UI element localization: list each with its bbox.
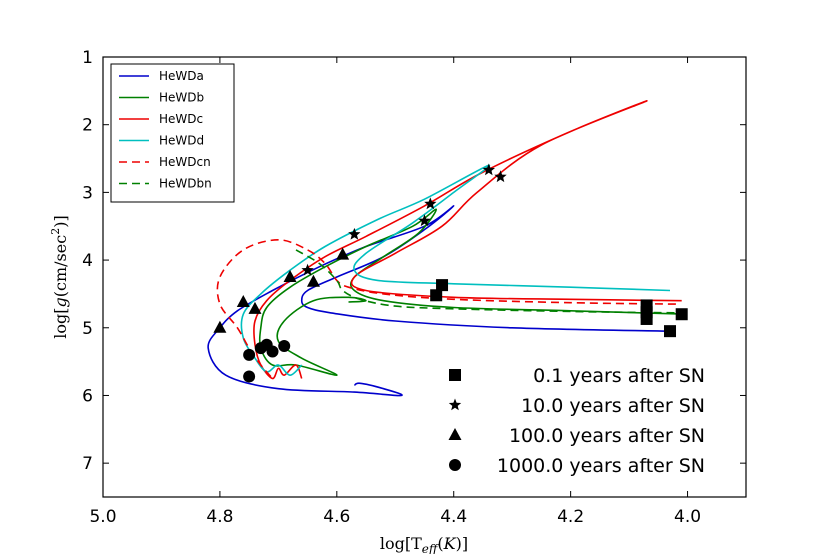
series-line-hewdc — [253, 100, 682, 380]
x-tick-label: 4.8 — [206, 507, 233, 527]
y-tick-label: 7 — [82, 454, 93, 474]
plot-frame — [102, 56, 747, 498]
legend-label: HeWDcn — [159, 155, 211, 169]
series-line-hewdbn — [295, 249, 688, 314]
square-marker — [640, 299, 653, 312]
circle-marker — [254, 342, 267, 355]
triangle-marker — [336, 247, 350, 260]
star-marker — [424, 197, 437, 210]
y-tick-label: 3 — [82, 183, 93, 203]
annotation-star-label: 10.0 years after SN — [521, 395, 705, 417]
triangle-marker — [306, 274, 320, 287]
square-marker — [436, 279, 449, 292]
x-axis-label: log[Teff(K)] — [380, 534, 468, 554]
triangle-marker — [283, 270, 297, 282]
annotation-circle-symbol — [449, 459, 461, 471]
star-marker — [418, 214, 431, 227]
legend-label: HeWDd — [159, 134, 204, 148]
marker-annotations: 0.1 years after SN 10.0 years after SN 100… — [448, 365, 705, 477]
marker-layer — [213, 163, 688, 383]
x-tick-label: 4.4 — [440, 507, 467, 527]
axis-ticks: 5.0 4.8 4.6 4.4 4.2 4.0 1 2 3 4 5 6 7 — [82, 48, 746, 527]
y-tick-label: 1 — [82, 48, 93, 68]
square-marker — [664, 325, 677, 338]
annotation-circle-label: 1000.0 years after SN — [497, 455, 705, 477]
annotation-square-symbol — [449, 369, 461, 381]
x-tick-label: 4.6 — [323, 507, 350, 527]
legend-label: HeWDb — [159, 91, 204, 105]
legend: HeWDa HeWDb HeWDc HeWDd HeWDcn HeWDbn — [110, 63, 235, 203]
triangle-marker — [213, 320, 227, 333]
legend-label: HeWDc — [159, 112, 203, 126]
circle-marker — [243, 370, 256, 383]
triangle-marker — [248, 301, 262, 314]
circle-marker — [278, 340, 291, 353]
y-tick-label: 6 — [82, 386, 93, 406]
legend-label: HeWDa — [159, 69, 204, 83]
square-marker — [430, 289, 443, 302]
x-tick-label: 4.2 — [557, 507, 584, 527]
triangle-marker — [236, 295, 250, 308]
circle-marker — [243, 348, 256, 361]
x-tick-label: 5.0 — [89, 507, 116, 527]
annotation-star-symbol — [448, 398, 462, 411]
annotation-triangle-label: 100.0 years after SN — [509, 425, 705, 447]
circle-marker — [266, 345, 279, 358]
star-marker — [482, 163, 495, 176]
series-line-hewdcn — [216, 238, 676, 380]
series-line-hewdd — [240, 164, 671, 377]
star-marker — [301, 263, 314, 276]
series-line-hewdb — [258, 208, 688, 377]
x-tick-label: 4.0 — [674, 507, 701, 527]
legend-label: HeWDbn — [159, 177, 212, 191]
annotation-square-label: 0.1 years after SN — [533, 365, 705, 387]
y-tick-label: 5 — [82, 319, 93, 339]
y-axis-label: log[g(cm/sec2)] — [49, 215, 70, 338]
star-marker — [348, 227, 361, 240]
legend-box — [110, 63, 235, 203]
y-tick-label: 4 — [82, 251, 93, 271]
square-marker — [675, 308, 688, 321]
series-layer — [207, 100, 688, 397]
star-marker — [494, 170, 507, 183]
annotation-triangle-symbol — [448, 428, 462, 440]
y-tick-label: 2 — [82, 116, 93, 136]
